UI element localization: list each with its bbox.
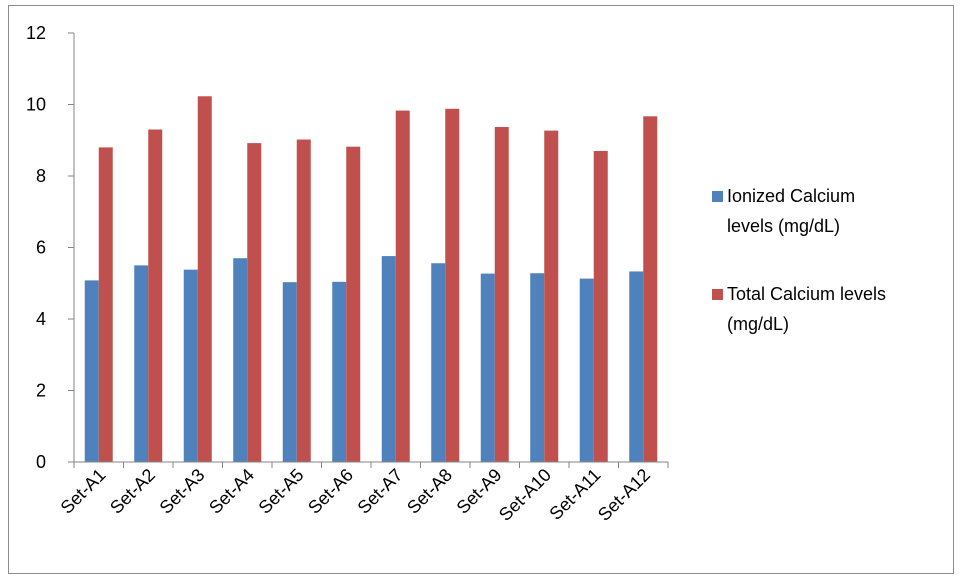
x-tick-label-set-a12: Set-A12 [594,465,654,525]
y-tick-label: 4 [36,309,46,329]
bar-ionized-set-a5 [282,282,297,462]
bar-ionized-set-a11 [579,278,594,462]
bar-ionized-set-a3 [183,269,198,462]
x-tick-label-set-a8: Set-A8 [403,465,456,518]
x-tick-label-set-a3: Set-A3 [156,465,209,518]
bar-total-set-a4 [247,143,262,463]
bar-ionized-set-a10 [530,273,545,462]
bars-layer [84,96,658,463]
legend-swatch-ionized [712,191,723,202]
bar-ionized-set-a4 [233,258,248,462]
bar-ionized-set-a2 [134,265,149,462]
legend-label-ionized: levels (mg/dL) [727,216,840,236]
y-tick-label: 6 [36,238,46,258]
bar-total-set-a10 [544,130,559,462]
bar-total-set-a2 [148,129,163,462]
x-tick-label-set-a10: Set-A10 [495,465,555,525]
bar-total-set-a3 [197,96,212,462]
bar-total-set-a5 [296,139,311,462]
bar-total-set-a9 [494,127,509,463]
x-tick-label-set-a6: Set-A6 [304,465,357,518]
legend-swatch-total [712,289,723,300]
x-tick-label-set-a7: Set-A7 [354,465,407,518]
y-tick-label: 8 [36,166,46,186]
bar-total-set-a7 [395,110,410,462]
x-tick-label-set-a2: Set-A2 [106,465,159,518]
bar-total-set-a8 [445,108,460,462]
y-tick-label: 0 [36,452,46,472]
legend-label-ionized: Ionized Calcium [727,186,855,206]
bar-ionized-set-a7 [381,256,396,462]
legend: Ionized Calcium levels (mg/dL) Total Calci… [712,186,886,334]
bar-ionized-set-a12 [629,271,644,462]
bar-ionized-set-a9 [480,273,495,462]
x-tick-label-set-a5: Set-A5 [255,465,308,518]
bar-total-set-a12 [643,116,658,463]
x-tick-label-set-a1: Set-A1 [57,465,110,518]
y-tick-label: 10 [26,95,46,115]
legend-label-total: (mg/dL) [727,314,789,334]
y-tick-label: 12 [26,23,46,43]
x-tick-label-set-a4: Set-A4 [205,465,258,518]
bar-ionized-set-a1 [84,280,99,462]
bar-ionized-set-a8 [431,263,446,462]
bar-total-set-a6 [346,146,361,462]
legend-label-total: Total Calcium levels [727,284,886,304]
x-tick-label-set-a11: Set-A11 [545,465,604,524]
y-tick-label: 2 [36,381,46,401]
bar-ionized-set-a6 [332,281,347,462]
bar-total-set-a11 [593,150,608,462]
bar-total-set-a1 [98,147,113,462]
